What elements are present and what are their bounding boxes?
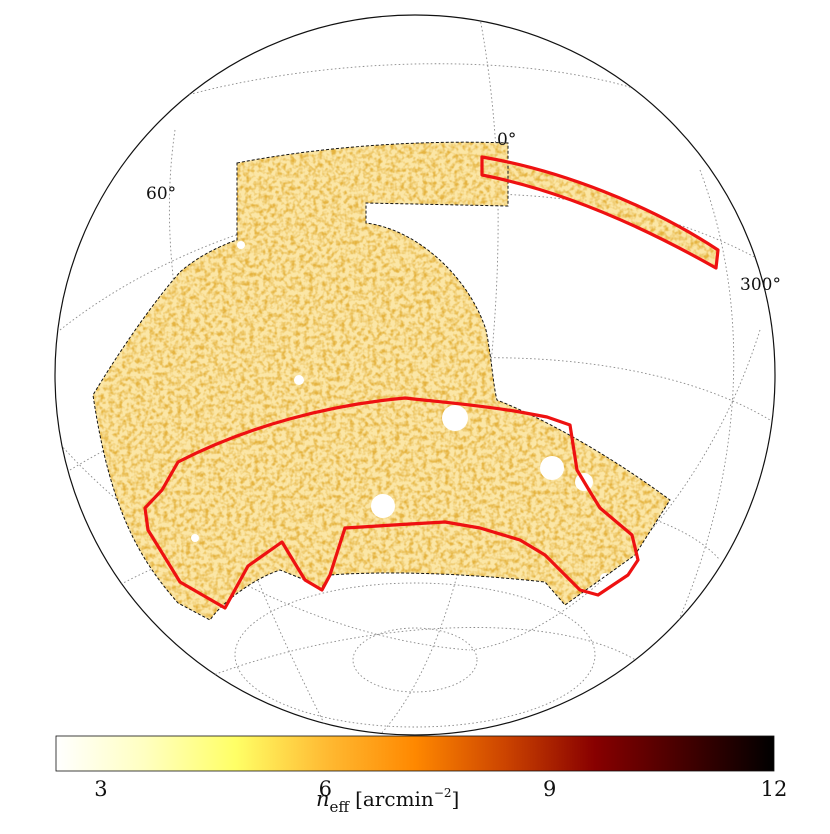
ra-300-label: 300°: [740, 275, 781, 295]
colorbar-label-exponent: −2: [434, 786, 452, 800]
region-outline-stripe: [480, 155, 720, 270]
colorbar-tick-label: 9: [543, 777, 556, 801]
colorbar-tick-label: 3: [94, 777, 107, 801]
colorbar-gradient: [55, 735, 775, 772]
colorbar-label: neff [arcmin−2]: [316, 786, 459, 816]
colorbar-tick-label: 12: [761, 777, 788, 801]
colorbar-label-close: ]: [452, 787, 460, 811]
colorbar-ticks: 3 6 9 12: [94, 777, 787, 801]
survey-footprint: [92, 141, 719, 621]
colorbar-tick-label: 6: [319, 777, 332, 801]
colorbar: 3 6 9 12 neff [arcmin−2]: [55, 735, 787, 816]
colorbar-label-units: [arcmin: [355, 787, 434, 811]
dec-zero-label: 0°: [497, 130, 516, 150]
region-outline-south: [143, 396, 640, 610]
colorbar-label-subscript: eff: [330, 798, 351, 816]
dec-sixty-label: 60°: [146, 184, 176, 204]
colorbar-label-symbol: n: [316, 787, 330, 811]
